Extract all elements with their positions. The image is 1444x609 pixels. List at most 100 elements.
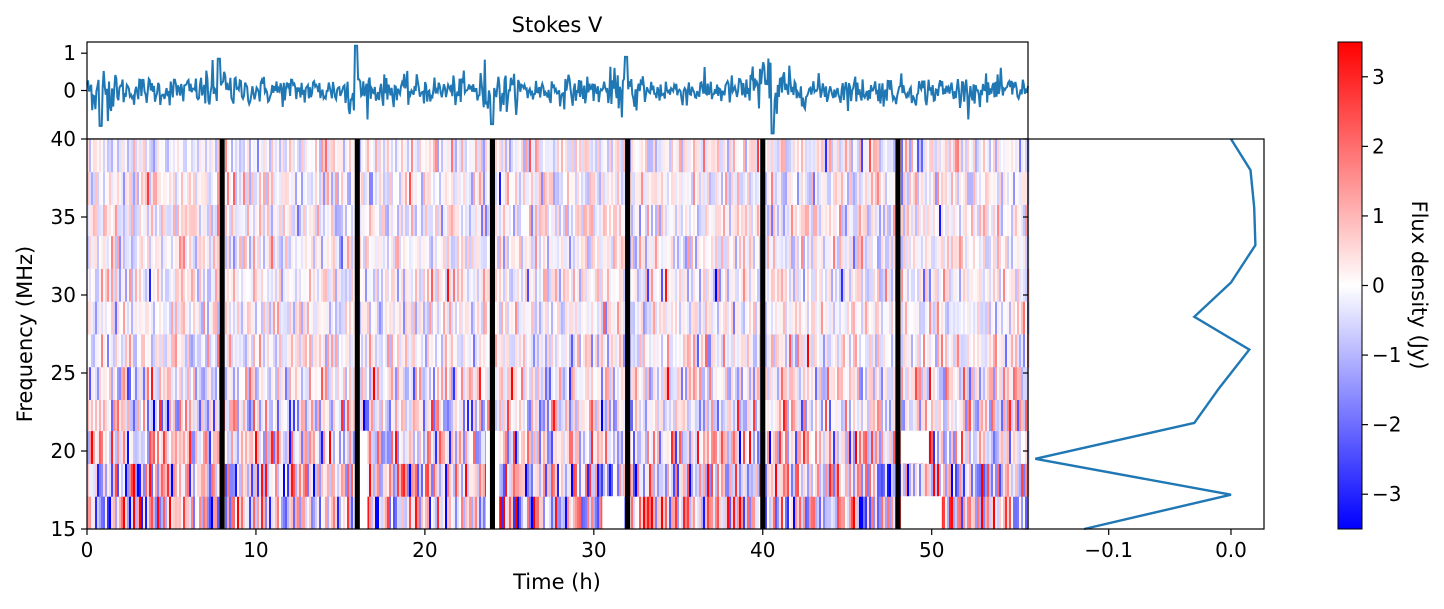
heatmap-cell: [501, 463, 504, 497]
heatmap-cell: [141, 430, 144, 464]
heatmap-cell: [1005, 204, 1008, 237]
heatmap-cell: [669, 334, 672, 368]
heatmap-cell: [871, 235, 874, 269]
heatmap-cell: [841, 399, 844, 432]
heatmap-cell: [797, 235, 800, 269]
heatmap-cell: [507, 301, 510, 335]
heatmap-cell: [563, 301, 566, 335]
heatmap-cell: [347, 496, 350, 530]
heatmap-cell: [993, 430, 996, 464]
heatmap-cell: [733, 366, 736, 400]
heatmap-cell: [937, 204, 940, 237]
heatmap-cell: [723, 235, 726, 269]
heatmap-cell: [87, 430, 90, 464]
heatmap-cell: [791, 399, 794, 432]
heatmap-cell: [731, 399, 734, 432]
heatmap-cell: [507, 463, 510, 497]
heatmap-cell: [963, 430, 966, 464]
heatmap-cell: [327, 463, 330, 497]
heatmap-cell: [827, 334, 830, 368]
heatmap-cell: [981, 496, 984, 530]
heatmap-cell: [431, 496, 434, 530]
heatmap-cell: [999, 366, 1002, 400]
heatmap-cell: [513, 366, 516, 400]
heatmap-cell: [701, 204, 704, 237]
heatmap-cell: [555, 204, 558, 237]
heatmap-cell: [501, 399, 504, 432]
heatmap-cell: [941, 496, 944, 530]
heatmap-cell: [461, 463, 464, 497]
heatmap-cell: [629, 366, 632, 400]
heatmap-cell: [437, 496, 440, 530]
heatmap-cell: [929, 366, 932, 400]
heatmap-cell: [559, 204, 562, 237]
heatmap-cell: [997, 204, 1000, 237]
heatmap-cell: [157, 366, 160, 400]
heatmap-cell: [369, 204, 372, 237]
heatmap-cell: [547, 301, 550, 335]
heatmap-cell: [823, 366, 826, 400]
heatmap-cell: [231, 235, 234, 269]
heatmap-cell: [739, 301, 742, 335]
heatmap-cell: [479, 301, 482, 335]
heatmap-cell: [877, 204, 880, 237]
heatmap-cell: [239, 268, 242, 302]
heatmap-cell: [415, 366, 418, 400]
heatmap-cell: [203, 235, 206, 269]
heatmap-cell: [335, 463, 338, 497]
heatmap-cell: [637, 366, 640, 400]
heatmap-cell: [621, 430, 624, 464]
heatmap-cell: [401, 496, 404, 530]
heatmap-cell: [645, 430, 648, 464]
heatmap-cell: [111, 235, 114, 269]
heatmap-cell: [479, 235, 482, 269]
heatmap-cell: [753, 463, 756, 497]
heatmap-cell: [585, 366, 588, 400]
heatmap-cell: [397, 366, 400, 400]
heatmap-cell: [977, 430, 980, 464]
heatmap-cell: [475, 496, 478, 530]
heatmap-cell: [593, 171, 596, 205]
heatmap-cell: [353, 334, 356, 368]
heatmap-cell: [1005, 430, 1008, 464]
heatmap-cell: [235, 301, 238, 335]
heatmap-cell: [445, 301, 448, 335]
heatmap-cell: [817, 430, 820, 464]
heatmap-cell: [643, 366, 646, 400]
heatmap-cell: [435, 334, 438, 368]
heatmap-cell: [553, 366, 556, 400]
heatmap-cell: [921, 204, 924, 237]
heatmap-cell: [459, 334, 462, 368]
heatmap-cell: [231, 204, 234, 237]
heatmap-cell: [1003, 463, 1006, 497]
heatmap-cell: [423, 204, 426, 237]
heatmap-cell: [665, 301, 668, 335]
heatmap-cell: [333, 235, 336, 269]
heatmap-cell: [237, 463, 240, 497]
heatmap-cell: [535, 171, 538, 205]
heatmap-cell: [577, 268, 580, 302]
heatmap-cell: [183, 463, 186, 497]
heatmap-cell: [797, 204, 800, 237]
heatmap-cell: [285, 301, 288, 335]
heatmap-cell: [383, 235, 386, 269]
heatmap-cell: [189, 430, 192, 464]
heatmap-cell: [211, 399, 214, 432]
heatmap-cell: [551, 430, 554, 464]
heatmap-cell: [483, 463, 486, 497]
heatmap-cell: [327, 171, 330, 205]
heatmap-cell: [199, 235, 202, 269]
heatmap-cell: [173, 334, 176, 368]
heatmap-cell: [315, 235, 318, 269]
heatmap-cell: [679, 301, 682, 335]
heatmap-cell: [319, 463, 322, 497]
heatmap-cell: [531, 463, 534, 497]
heatmap-cell: [145, 301, 148, 335]
heatmap-cell: [629, 235, 632, 269]
heatmap-cell: [321, 235, 324, 269]
heatmap-cell: [579, 171, 582, 205]
heatmap-cell: [873, 235, 876, 269]
heatmap-cell: [233, 171, 236, 205]
heatmap-cell: [331, 430, 334, 464]
heatmap-cell: [183, 204, 186, 237]
